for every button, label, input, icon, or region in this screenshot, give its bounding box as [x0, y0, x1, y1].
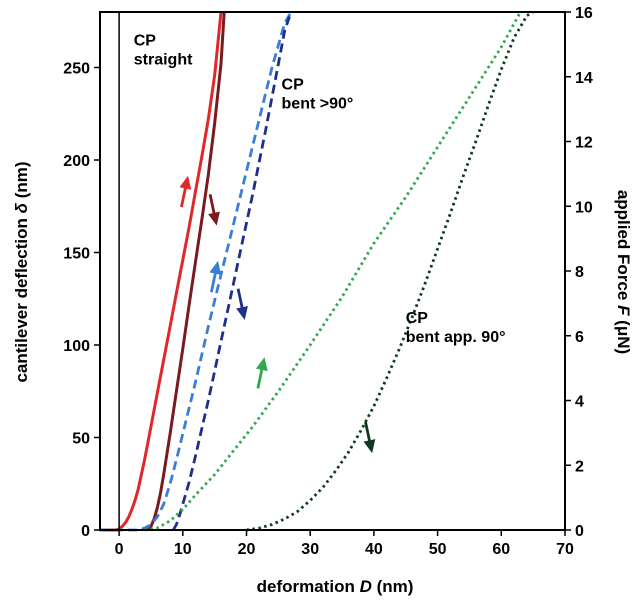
x-tick-label: 10: [174, 541, 192, 558]
plot-frame: [99, 11, 566, 531]
y2-tick-label: 16: [575, 5, 593, 22]
annotation-line: CP: [282, 77, 305, 94]
y-tick-label: 100: [63, 338, 90, 355]
annotation-line: CP: [406, 310, 429, 327]
arrow-head: [208, 211, 220, 226]
x-tick-label: 30: [301, 541, 319, 558]
annotation-line: bent >90°: [282, 96, 354, 113]
direction-arrow-down: [208, 194, 220, 226]
y2-tick-label: 4: [575, 394, 584, 411]
direction-arrow-down: [236, 288, 248, 320]
arrow-shaft: [180, 185, 188, 208]
direction-arrow-up: [179, 175, 192, 208]
series-line-1: [100, 11, 223, 532]
curve-annotation-1: CP straight: [134, 32, 193, 68]
y2-tick-label: 0: [575, 523, 584, 540]
x-tick-label: 50: [429, 541, 447, 558]
y-tick-label: 0: [81, 523, 90, 540]
x-tick-label: 0: [115, 541, 124, 558]
curve-annotation-2: CP bent >90°: [282, 77, 354, 113]
series-line-5: [144, 11, 522, 532]
annotation-line: CP: [134, 32, 157, 49]
arrow-shaft: [256, 366, 264, 389]
direction-arrow-group: [179, 175, 376, 454]
direction-arrow-up: [209, 260, 222, 293]
arrow-shaft: [209, 270, 218, 293]
y2-tick-label: 6: [575, 329, 584, 346]
y2-tick-label: 8: [575, 264, 584, 281]
arrow-head: [236, 305, 248, 320]
y-tick-label: 200: [63, 153, 90, 170]
annotation-group: CP straight CP bent >90° CP bent app. 90°: [134, 32, 506, 346]
series-line-2: [146, 11, 226, 531]
curve-annotation-3: CP bent app. 90°: [406, 310, 506, 346]
arrow-shaft: [208, 194, 217, 217]
x-tick-label: 20: [238, 541, 256, 558]
y-tick-label: 150: [63, 246, 90, 263]
y2-tick-label: 10: [575, 199, 593, 216]
annotation-line: bent app. 90°: [406, 329, 506, 346]
x-tick-label: 40: [365, 541, 383, 558]
y2-tick-label: 2: [575, 458, 584, 475]
annotation-line: straight: [134, 51, 193, 68]
x-tick-label: 60: [492, 541, 510, 558]
series-line-4: [172, 11, 293, 531]
y-tick-label: 250: [63, 61, 90, 78]
y-tick-label: 50: [72, 431, 90, 448]
arrow-shaft: [364, 421, 372, 444]
arrow-head: [255, 357, 268, 372]
arrow-head: [363, 439, 376, 454]
x-tick-label: 70: [556, 541, 574, 558]
y2-axis-title: applied Force F (μN): [614, 190, 633, 354]
y2-tick-label: 14: [575, 70, 593, 87]
x-axis-title: deformation D (nm): [257, 577, 414, 596]
direction-arrow-up: [255, 357, 268, 389]
curve-group: [100, 10, 534, 532]
arrow-head: [209, 260, 222, 275]
axis-group: 0 10 20 30 40 50 60 700501001502002500246810121…: [63, 5, 593, 558]
arrow-head: [179, 175, 192, 190]
arrow-shaft: [236, 288, 245, 311]
direction-arrow-down: [363, 421, 376, 454]
y-axis-title: cantilever deflection δ (nm): [12, 161, 31, 382]
series-line-3: [100, 11, 293, 532]
y2-tick-label: 12: [575, 135, 593, 152]
